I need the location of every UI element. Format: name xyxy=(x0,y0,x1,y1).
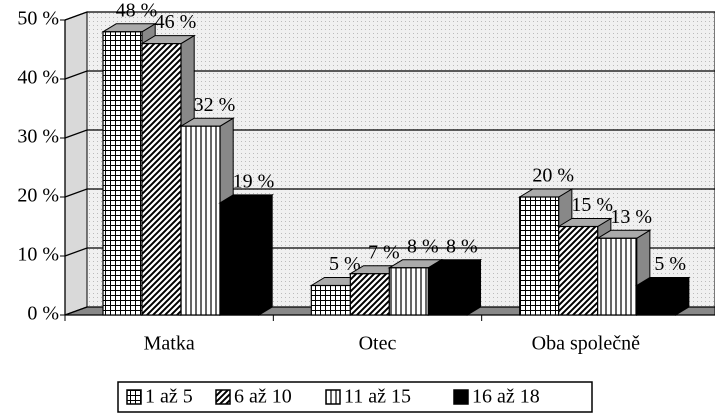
y-tick-label: 40 % xyxy=(17,67,59,89)
bar-front xyxy=(219,202,260,316)
y-tick-label: 10 % xyxy=(17,244,59,266)
bar xyxy=(634,276,691,316)
x-tick-label: Otec xyxy=(359,333,397,355)
value-label: 46 % xyxy=(155,11,197,33)
legend-box xyxy=(117,381,593,413)
value-label: 13 % xyxy=(610,206,652,228)
legend-swatch xyxy=(215,389,231,405)
value-label: 5 % xyxy=(329,253,361,275)
bar-front xyxy=(349,273,390,316)
value-label: 48 % xyxy=(116,0,158,21)
grid-line xyxy=(64,188,715,198)
grid-line xyxy=(64,247,715,257)
y-tick-label: 0 % xyxy=(27,303,59,325)
y-tick-label: 30 % xyxy=(17,126,59,148)
legend-label: 16 až 18 xyxy=(472,386,540,408)
bar-front xyxy=(427,267,468,316)
bar xyxy=(218,194,274,316)
value-label: 19 % xyxy=(233,170,275,192)
value-label: 20 % xyxy=(532,165,574,187)
bar xyxy=(426,258,483,316)
legend-label: 6 až 10 xyxy=(234,386,292,408)
value-label: 8 % xyxy=(407,235,439,257)
bar-front xyxy=(597,237,638,316)
legend-swatch xyxy=(126,389,142,405)
bar-front xyxy=(519,196,560,316)
bar-side xyxy=(466,258,482,316)
bar-front xyxy=(141,42,182,316)
x-tick-label: Matka xyxy=(144,333,195,355)
bar-front xyxy=(180,125,221,316)
value-label: 5 % xyxy=(654,253,686,275)
value-label: 7 % xyxy=(368,241,400,263)
value-label: 15 % xyxy=(571,194,613,216)
bar-front xyxy=(310,284,351,316)
value-label: 8 % xyxy=(446,235,478,257)
grid-line xyxy=(64,11,715,21)
grid-line xyxy=(64,70,715,80)
value-label: 32 % xyxy=(194,94,236,116)
side-wall xyxy=(64,11,88,316)
bar-front xyxy=(558,225,599,316)
bar-front xyxy=(102,31,143,316)
y-tick-label: 20 % xyxy=(17,185,59,207)
grid-line xyxy=(64,306,715,316)
legend-swatch xyxy=(453,389,469,405)
x-tick-label: Oba společně xyxy=(532,333,640,355)
legend-label: 11 až 15 xyxy=(344,386,411,408)
bar-front xyxy=(388,267,429,316)
y-tick-label: 50 % xyxy=(17,8,59,30)
grid-line xyxy=(64,129,715,139)
legend-label: 1 až 5 xyxy=(145,386,193,408)
bar-side xyxy=(258,194,273,316)
bar-front xyxy=(636,284,677,316)
legend-swatch xyxy=(325,389,341,405)
